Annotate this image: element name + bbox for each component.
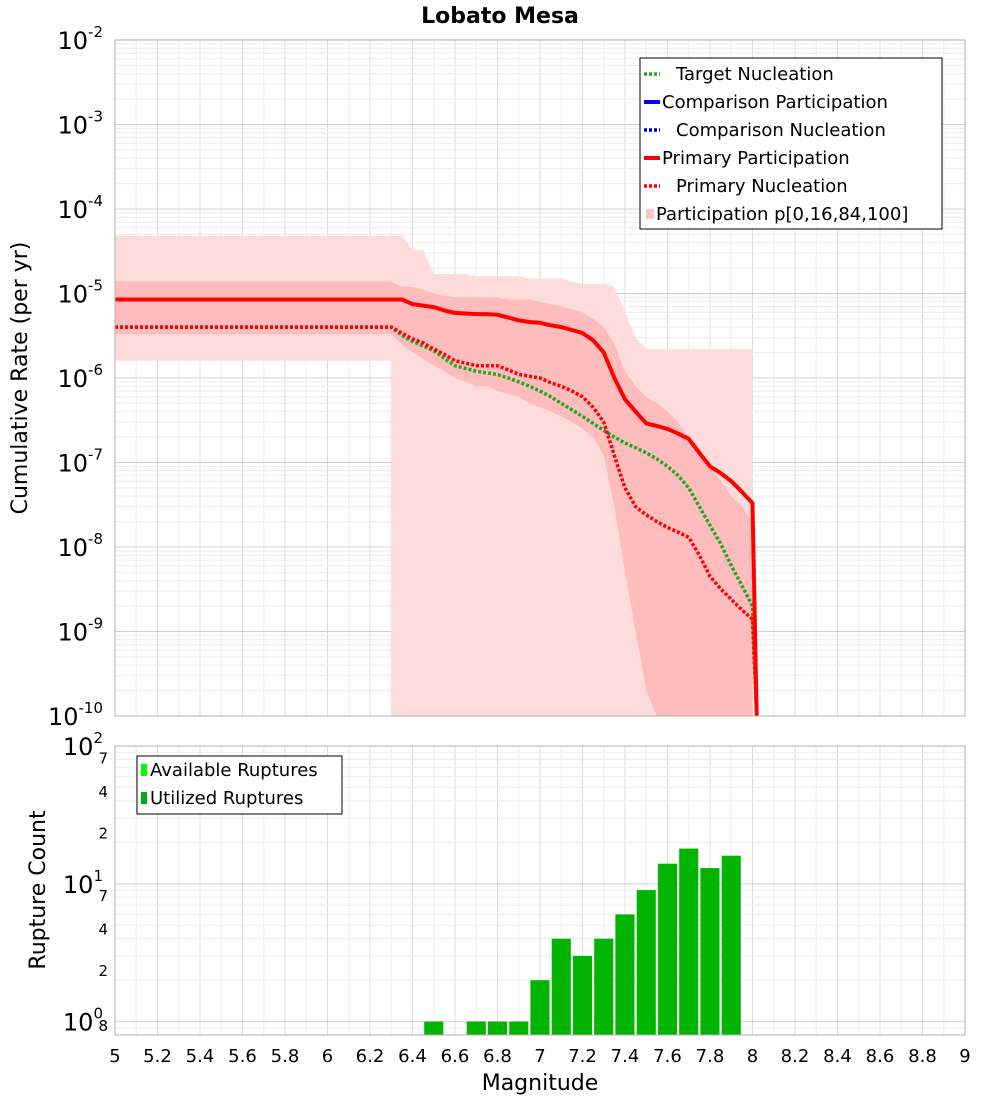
x-tick-label: 9 xyxy=(959,1046,970,1067)
x-tick-label: 6.4 xyxy=(398,1046,427,1067)
x-tick-label: 5 xyxy=(109,1046,120,1067)
legend-target-nucleation-label: Target Nucleation xyxy=(675,64,834,85)
y-tick-label: 10-3 xyxy=(57,108,103,140)
rupture-bar xyxy=(487,1021,507,1035)
rate-plot-frame xyxy=(114,39,966,717)
rupture-bar xyxy=(657,863,677,1035)
participation-band-area xyxy=(115,235,753,716)
y-tick-label-minor: 4 xyxy=(98,921,108,939)
rupture-bar xyxy=(572,955,592,1035)
y-tick-label: 10-7 xyxy=(57,446,103,478)
y-tick-label: 10-2 xyxy=(57,23,103,55)
participation-band-inner xyxy=(115,281,753,716)
series-target-nucleation xyxy=(115,325,759,717)
x-tick-label: 6.2 xyxy=(356,1046,385,1067)
y-tick-label-minor: 2 xyxy=(98,824,108,842)
y-tick-label-minor: 7 xyxy=(98,887,108,905)
y-tick-label: 10-10 xyxy=(48,699,103,731)
legend-available-ruptures-label: Available Ruptures xyxy=(150,760,318,781)
x-tick-label: 6.8 xyxy=(483,1046,512,1067)
rupture-bar xyxy=(466,1021,486,1035)
rate-y-axis-label: Cumulative Rate (per yr) xyxy=(8,242,33,515)
x-tick-label: 8.2 xyxy=(781,1046,810,1067)
x-tick-label: 7 xyxy=(534,1046,545,1067)
rupture-bar xyxy=(636,890,656,1035)
x-tick-label: 7.8 xyxy=(696,1046,725,1067)
x-tick-label: 8.6 xyxy=(866,1046,895,1067)
x-tick-label: 8.4 xyxy=(823,1046,852,1067)
y-tick-label-minor: 7 xyxy=(98,749,108,767)
y-tick-label: 10-5 xyxy=(57,277,103,309)
legend-primary-nucleation-label: Primary Nucleation xyxy=(676,176,848,197)
legend-participation-p-0-16-84-100-label: Participation p[0,16,84,100] xyxy=(656,204,908,225)
x-tick-label: 6.6 xyxy=(441,1046,470,1067)
x-tick-label: 7.2 xyxy=(568,1046,597,1067)
y-tick-label-minor: 8 xyxy=(98,1017,108,1035)
legend-comparison-participation-label: Comparison Participation xyxy=(662,92,888,113)
legend-utilized-ruptures-label: Utilized Ruptures xyxy=(150,788,303,809)
rate-y-tick-labels: 10-2 10-3 10-4 10-5 10-6 10-7 10-8 10-9 10-10 xyxy=(48,23,103,731)
y-tick-label: 10-6 xyxy=(57,361,103,393)
legend-participation-p-0-16-84-100-swatch xyxy=(646,209,654,219)
legend-available-ruptures-swatch xyxy=(141,764,147,776)
y-tick-label: 100 xyxy=(63,1005,103,1037)
rate-legend-box xyxy=(639,57,943,230)
x-tick-label: 5.4 xyxy=(186,1046,215,1067)
y-tick-label-minor: 2 xyxy=(98,962,108,980)
x-tick-label: 8.8 xyxy=(908,1046,937,1067)
series-primary-nucleation xyxy=(115,325,759,717)
x-tick-label: 5.8 xyxy=(271,1046,300,1067)
y-tick-label: 101 xyxy=(63,867,103,899)
rupture-bar xyxy=(509,1021,529,1035)
legend-utilized-ruptures-swatch xyxy=(141,792,147,804)
x-tick-label: 5.2 xyxy=(143,1046,172,1067)
rupture-bar xyxy=(679,848,699,1035)
y-tick-label: 10-9 xyxy=(57,615,103,647)
rupture-bars xyxy=(424,848,741,1035)
rupture-bar xyxy=(594,938,614,1035)
rupture-plot-frame xyxy=(114,745,966,1036)
rate-series-lines xyxy=(115,297,759,717)
rupture-legend-box xyxy=(136,755,343,815)
rupture-bar xyxy=(551,938,571,1035)
x-tick-label: 5.6 xyxy=(228,1046,257,1067)
magnitude-x-tick-labels: 5 5.2 5.4 5.6 5.8 6 6.2 6.4 6.6 6.8 7 7.2 7.4 7.6 7.8 8… xyxy=(109,1046,970,1067)
legend-primary-participation-label: Primary Participation xyxy=(662,148,850,169)
y-tick-label: 10-8 xyxy=(57,530,103,562)
rate-plot-panel: 10-2 10-3 10-4 10-5 10-6 10-7 10-8 10-9 10-10 Cu… xyxy=(8,23,966,731)
x-tick-label: 7.4 xyxy=(611,1046,640,1067)
rupture-legend: Available Ruptures Utilized Ruptures xyxy=(136,755,343,815)
x-axis-label: Magnitude xyxy=(482,1071,599,1096)
chart-title: Lobato Mesa xyxy=(421,4,579,29)
x-tick-label: 7.6 xyxy=(653,1046,682,1067)
y-tick-label: 10-4 xyxy=(57,192,103,224)
rupture-bar xyxy=(424,1021,444,1035)
y-tick-label: 102 xyxy=(63,729,103,761)
x-tick-label: 6 xyxy=(322,1046,333,1067)
rupture-bar xyxy=(700,868,720,1035)
rupture-bar xyxy=(615,914,635,1035)
series-primary-participation xyxy=(115,297,759,717)
rupture-y-axis-label: Rupture Count xyxy=(26,810,51,970)
y-tick-label-minor: 4 xyxy=(98,783,108,801)
rupture-bar xyxy=(530,980,550,1035)
x-tick-label: 8 xyxy=(747,1046,758,1067)
legend-comparison-nucleation-label: Comparison Nucleation xyxy=(676,120,886,141)
rupture-bar xyxy=(721,855,741,1035)
rate-legend: Target Nucleation Comparison Participatio… xyxy=(639,57,943,230)
